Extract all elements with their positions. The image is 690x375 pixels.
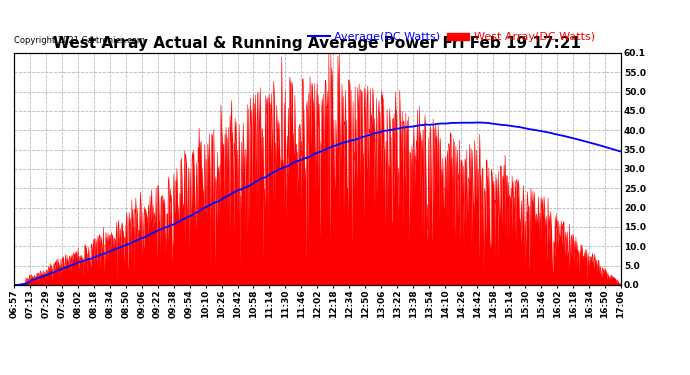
Title: West Array Actual & Running Average Power Fri Feb 19 17:21: West Array Actual & Running Average Powe… [53, 36, 582, 51]
Text: Copyright 2021 Cartronics.com: Copyright 2021 Cartronics.com [14, 36, 145, 45]
Legend: Average(DC Watts), West Array(DC Watts): Average(DC Watts), West Array(DC Watts) [306, 30, 598, 45]
